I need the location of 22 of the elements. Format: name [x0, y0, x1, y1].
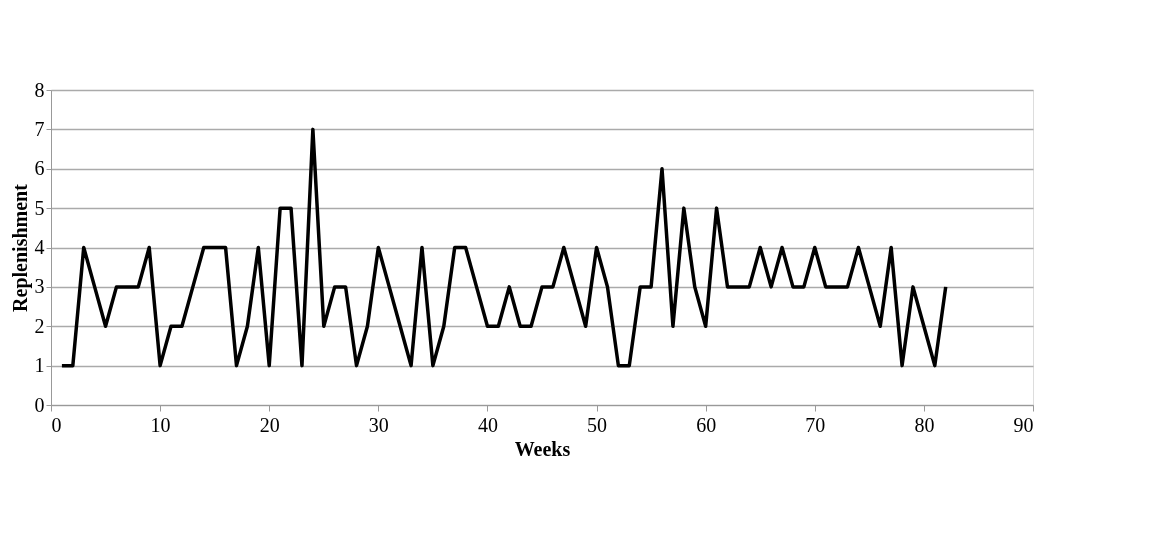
y-tick-label: 1 — [34, 354, 45, 377]
x-tick-label: 70 — [805, 413, 826, 436]
x-tick-label: 20 — [259, 413, 280, 436]
line-series — [60, 127, 948, 368]
x-tick-label: 50 — [587, 413, 608, 436]
y-tick-label: 7 — [34, 117, 45, 140]
x-tick-label: 60 — [696, 413, 717, 436]
x-tick-label: 80 — [914, 413, 935, 436]
x-tick-label: 40 — [477, 413, 498, 436]
x-tick-label: 90 — [1013, 413, 1034, 436]
y-tick-label: 8 — [34, 78, 45, 101]
x-tick-label: 30 — [368, 413, 389, 436]
x-tick-label: 0 — [51, 413, 62, 436]
y-tick-label: 6 — [34, 157, 45, 180]
y-tick-label: 5 — [34, 196, 45, 219]
y-axis-title: Replenishment — [8, 183, 32, 312]
x-tick-label: 10 — [150, 413, 171, 436]
x-axis-title: Weeks — [514, 437, 571, 460]
y-tick-label: 2 — [34, 314, 45, 337]
y-tick-label: 3 — [34, 275, 45, 298]
y-tick-label: 0 — [34, 393, 45, 416]
y-tick-label: 4 — [34, 236, 45, 258]
